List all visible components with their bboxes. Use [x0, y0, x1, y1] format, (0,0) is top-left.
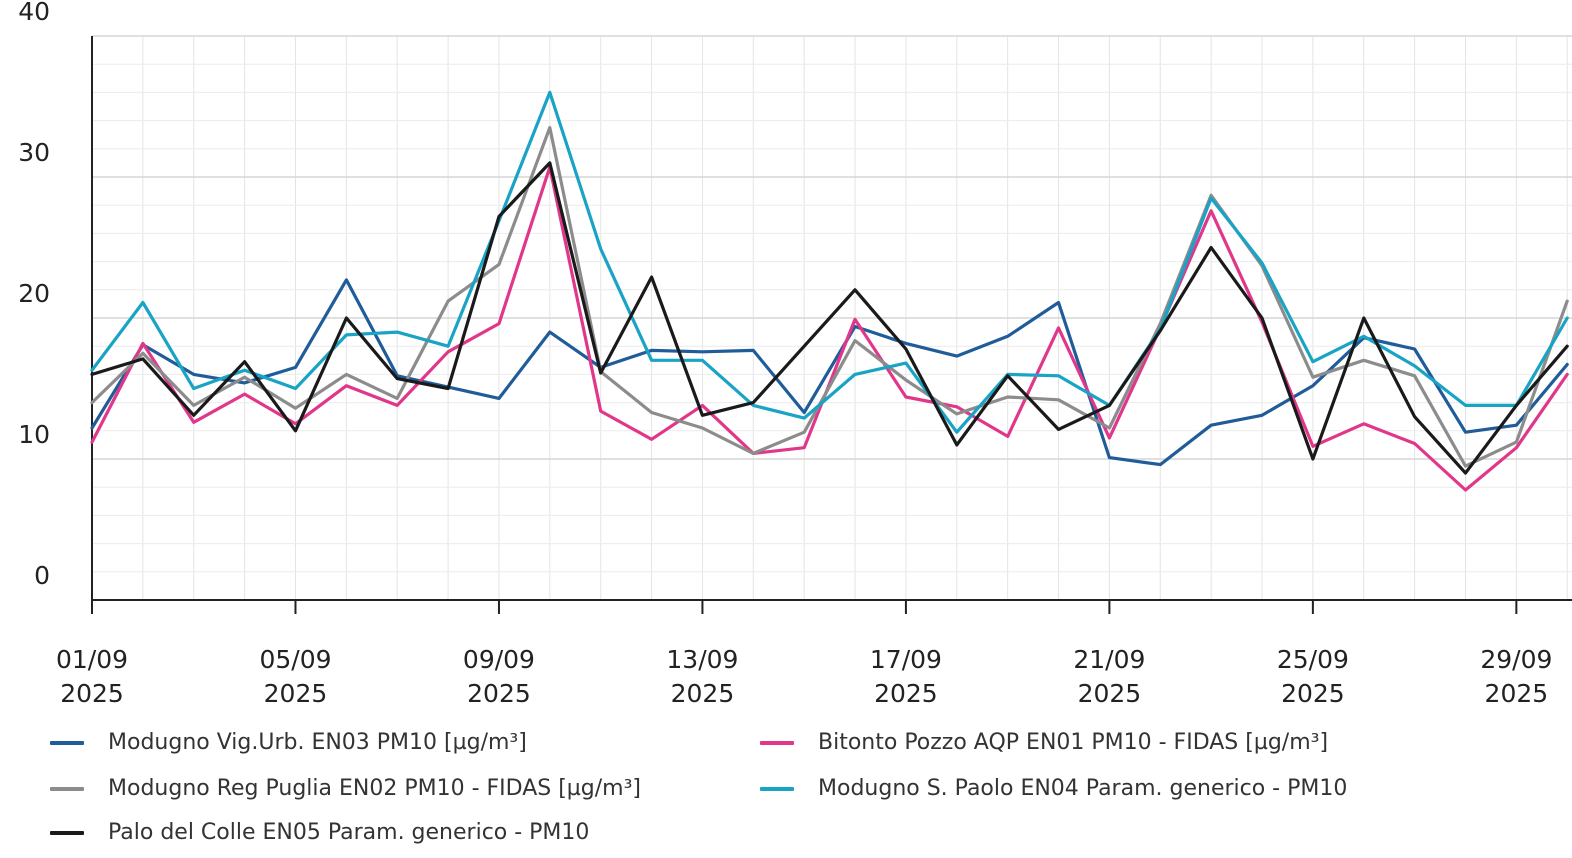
legend-label: Palo del Colle EN05 Param. generico - PM…	[108, 820, 590, 845]
x-tick-label-date: 29/09	[1480, 645, 1552, 674]
legend-swatch	[50, 786, 84, 791]
x-tick-label-date: 01/09	[56, 645, 128, 674]
series-line	[90, 90, 1569, 434]
grid	[91, 35, 1572, 601]
legend-swatch	[50, 740, 84, 745]
legend-item[interactable]: Palo del Colle EN05 Param. generico - PM…	[50, 820, 589, 845]
x-tick-label-year: 2025	[1485, 679, 1549, 708]
x-tick-label-date: 21/09	[1073, 645, 1145, 674]
legend-label: Bitonto Pozzo AQP EN01 PM10 - FIDAS [µg/…	[818, 730, 1329, 755]
x-tick-label-year: 2025	[264, 679, 328, 708]
tick-labels: 0 10 20 30 40 01/09 2025 05/09 2025 09/09 2025 13/0…	[18, 0, 1552, 708]
series-line	[90, 278, 1569, 467]
x-tick-label-year: 2025	[671, 679, 735, 708]
legend-label: Modugno Vig.Urb. EN03 PM10 [µg/m³]	[108, 730, 527, 755]
axes	[91, 36, 1572, 614]
x-tick-label-date: 05/09	[259, 645, 331, 674]
x-tick-label-date: 13/09	[666, 645, 738, 674]
series-line	[90, 165, 1569, 492]
line-chart: 0 10 20 30 40 01/09 2025 05/09 2025 09/09 2025 13/0…	[18, 0, 1572, 708]
legend-label: Modugno Reg Puglia EN02 PM10 - FIDAS [µg…	[108, 776, 641, 801]
legend-item[interactable]: Modugno S. Paolo EN04 Param. generico - …	[760, 776, 1347, 801]
series-line	[90, 125, 1569, 468]
legend-swatch	[760, 740, 794, 745]
legend-item[interactable]: Modugno Vig.Urb. EN03 PM10 [µg/m³]	[50, 730, 527, 755]
y-tick-label: 10	[18, 420, 50, 449]
legend-label: Modugno S. Paolo EN04 Param. generico - …	[818, 776, 1348, 801]
y-tick-label: 40	[18, 0, 50, 26]
legend-swatch	[760, 786, 794, 791]
x-tick-label-date: 17/09	[870, 645, 942, 674]
series-line	[90, 161, 1569, 475]
x-tick-label-date: 25/09	[1277, 645, 1349, 674]
series-lines	[90, 90, 1569, 492]
legend-swatch	[50, 830, 84, 835]
x-tick-label-year: 2025	[1281, 679, 1345, 708]
legend-item[interactable]: Bitonto Pozzo AQP EN01 PM10 - FIDAS [µg/…	[760, 730, 1328, 755]
x-tick-label-year: 2025	[60, 679, 124, 708]
x-tick-label-year: 2025	[467, 679, 531, 708]
y-tick-label: 30	[18, 138, 50, 167]
legend-item[interactable]: Modugno Reg Puglia EN02 PM10 - FIDAS [µg…	[50, 776, 641, 801]
x-tick-label-year: 2025	[874, 679, 938, 708]
y-tick-label: 0	[34, 561, 50, 590]
x-tick-label-date: 09/09	[463, 645, 535, 674]
y-tick-label: 20	[18, 279, 50, 308]
x-tick-label-year: 2025	[1078, 679, 1142, 708]
